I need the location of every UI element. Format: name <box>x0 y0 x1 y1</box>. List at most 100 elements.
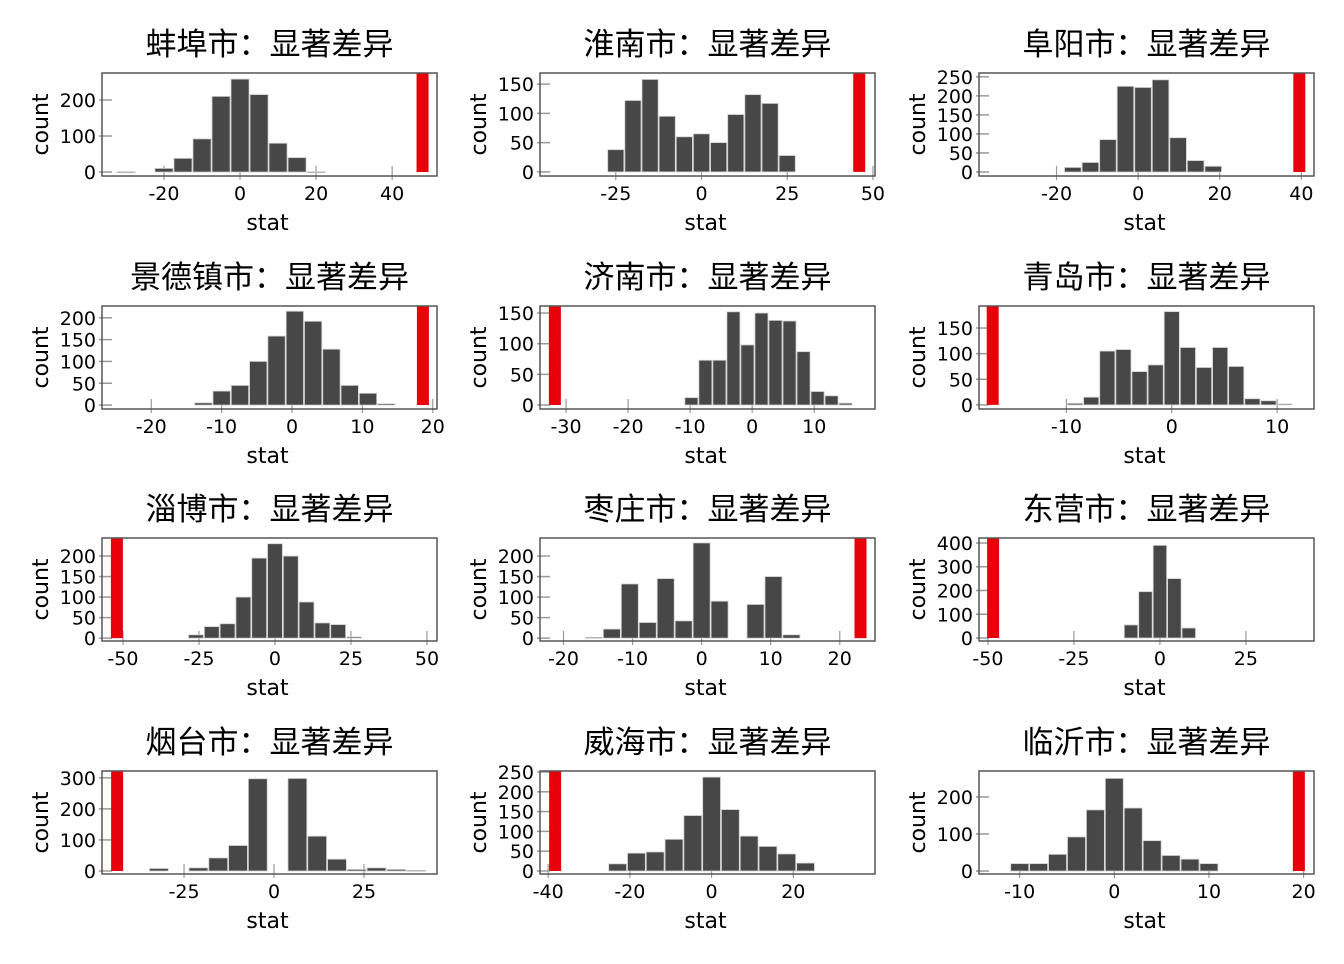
x-axis-label: stat <box>246 211 289 236</box>
y-tick-label: 100 <box>498 334 534 356</box>
y-tick-label: 0 <box>961 861 973 883</box>
histogram-bar <box>796 862 815 872</box>
x-tick-label: 0 <box>286 416 298 438</box>
histogram-bar <box>208 857 229 872</box>
x-tick-label: -40 <box>533 881 564 903</box>
panel-0: 蚌埠市：显著差异 -20 0 20 40 0 100 200 stat count <box>29 27 438 236</box>
observed-stat-line <box>548 306 561 406</box>
histogram-bar <box>298 601 315 639</box>
plot-frame <box>978 72 1315 177</box>
y-tick-label: 150 <box>937 318 973 340</box>
y-tick-label: 100 <box>937 604 973 626</box>
x-tick-label: 20 <box>781 881 805 903</box>
x-tick-label: 10 <box>802 416 826 438</box>
x-tick-label: 10 <box>759 648 783 670</box>
x-axis-label: stat <box>1123 444 1166 469</box>
histogram-bar <box>116 171 136 174</box>
histogram-bar <box>340 385 359 406</box>
y-tick-label: 0 <box>84 861 96 883</box>
histogram-bar <box>627 852 646 872</box>
y-tick-label: 150 <box>498 303 534 325</box>
x-tick-label: 0 <box>746 416 758 438</box>
histogram-bar <box>192 138 212 173</box>
histogram-bar <box>188 867 209 872</box>
panel-title: 东营市：显著差异 <box>1023 492 1271 528</box>
x-tick-label: -25 <box>1058 648 1089 670</box>
x-tick-label: 50 <box>861 183 885 205</box>
x-axis-label: stat <box>246 444 289 469</box>
histogram-bar <box>154 168 174 173</box>
histogram-bar <box>1163 311 1180 406</box>
observed-stat-line <box>854 538 867 639</box>
histogram-bar <box>1142 840 1162 872</box>
y-axis-label: count <box>906 558 931 620</box>
histogram-bar <box>778 155 796 173</box>
x-tick-label: -10 <box>675 416 706 438</box>
histogram-bar <box>212 390 231 406</box>
histogram-bar <box>1199 863 1219 872</box>
histogram-bar <box>304 320 323 406</box>
histogram-bar <box>664 838 684 872</box>
observed-stat-line <box>986 306 999 405</box>
y-axis-label: count <box>29 558 54 620</box>
panel-title: 枣庄市：显著差异 <box>584 492 832 528</box>
histogram-bar <box>620 583 639 639</box>
histogram-bar <box>838 402 853 406</box>
x-tick-label: -25 <box>600 183 631 205</box>
histogram-bar <box>346 636 362 639</box>
observed-stat-line <box>549 771 562 871</box>
histogram-bar <box>267 335 286 406</box>
x-tick-label: -25 <box>169 881 200 903</box>
x-axis-label: stat <box>246 909 289 934</box>
x-tick-label: -10 <box>1051 416 1082 438</box>
x-axis-label: stat <box>684 676 727 701</box>
panel-title: 济南市：显著差异 <box>584 260 832 296</box>
y-tick-label: 400 <box>937 533 973 555</box>
y-tick-label: 0 <box>84 395 96 417</box>
y-tick-label: 0 <box>522 861 534 883</box>
histogram-bar <box>314 622 331 639</box>
histogram-bar <box>727 114 745 173</box>
x-tick-label: 25 <box>775 183 799 205</box>
y-tick-label: 100 <box>498 821 534 843</box>
x-axis-label: stat <box>684 444 727 469</box>
y-tick-label: 150 <box>60 330 96 352</box>
y-tick-label: 200 <box>937 580 973 602</box>
y-tick-label: 100 <box>498 587 534 609</box>
histogram-bar <box>768 320 783 406</box>
histogram-bar <box>721 809 740 872</box>
histogram-bar <box>1204 165 1222 173</box>
panel-title: 景德镇市：显著差异 <box>130 260 409 296</box>
x-tick-label: 25 <box>352 881 376 903</box>
x-axis-label: stat <box>1123 676 1166 701</box>
y-tick-label: 200 <box>60 799 96 821</box>
y-axis-label: count <box>906 791 931 853</box>
x-tick-label: -20 <box>613 416 644 438</box>
histogram-bar <box>188 634 204 639</box>
plot-frame <box>539 305 876 410</box>
histogram-bar <box>203 626 220 639</box>
histogram-bar <box>1169 137 1187 173</box>
x-tick-label: 20 <box>304 183 328 205</box>
histogram-bar <box>1276 403 1293 406</box>
x-tick-label: 40 <box>1289 183 1313 205</box>
histogram-bar <box>248 778 268 872</box>
panel-1: 淮南市：显著差异 -25 0 25 50 0 50 100 150 stat count <box>467 27 885 236</box>
x-tick-label: 20 <box>421 416 445 438</box>
x-axis-label: stat <box>1123 909 1166 934</box>
y-tick-label: 200 <box>60 90 96 112</box>
x-tick-label: 10 <box>1265 416 1289 438</box>
x-tick-label: -10 <box>1004 881 1035 903</box>
histogram-bar <box>584 636 603 639</box>
x-axis-label: stat <box>246 676 289 701</box>
histogram-bar <box>194 402 213 406</box>
x-tick-label: 20 <box>828 648 852 670</box>
x-tick-label: 0 <box>695 183 707 205</box>
y-tick-label: 150 <box>60 567 96 589</box>
histogram-bar <box>645 851 665 872</box>
y-tick-label: 250 <box>498 762 534 784</box>
histogram-bar <box>764 576 783 639</box>
histogram-bar <box>406 869 426 872</box>
